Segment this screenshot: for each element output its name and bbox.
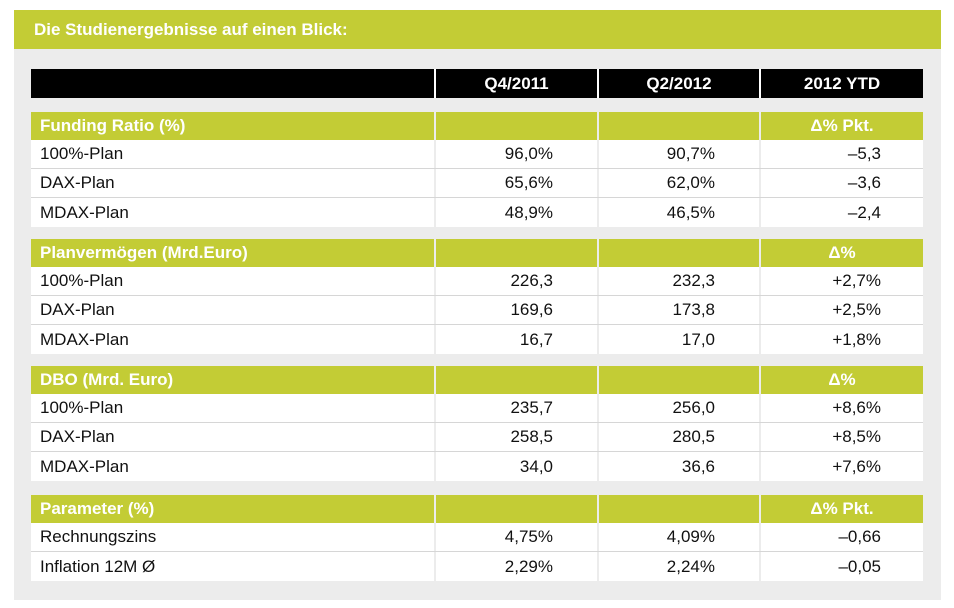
section-label: DBO (Mrd. Euro)	[40, 370, 174, 389]
row-label: 100%-Plan	[40, 398, 124, 417]
cell-q4-2011: 48,9%	[434, 198, 597, 227]
table-row: DAX-Plan 65,6% 62,0% –3,6	[31, 169, 923, 198]
section-header-parameter: Parameter (%) Δ% Pkt.	[31, 495, 923, 523]
section-header-planvermoegen: Planvermögen (Mrd.Euro) Δ%	[31, 239, 923, 267]
cell-ytd: +1,8%	[759, 325, 923, 354]
cell-q4-2011: 16,7	[434, 325, 597, 354]
table-row: MDAX-Plan 34,0 36,6 +7,6%	[31, 452, 923, 481]
cell-ytd: –3,6	[759, 169, 923, 197]
column-header-label	[31, 69, 434, 98]
cell-q2-2012: 280,5	[597, 423, 759, 451]
cell-q2-2012: 62,0%	[597, 169, 759, 197]
cell-q4-2011: 65,6%	[434, 169, 597, 197]
cell-ytd: +8,6%	[759, 394, 923, 422]
cell-q4-2011: 235,7	[434, 394, 597, 422]
section-header-dbo: DBO (Mrd. Euro) Δ%	[31, 366, 923, 394]
cell-q2-2012: 46,5%	[597, 198, 759, 227]
section-delta-label: Δ% Pkt.	[759, 495, 923, 523]
column-header-q4-2011: Q4/2011	[434, 69, 597, 98]
section-label: Parameter (%)	[40, 499, 155, 518]
table-row: Rechnungszins 4,75% 4,09% –0,66	[31, 523, 923, 552]
row-label: MDAX-Plan	[40, 456, 129, 476]
cell-ytd: +2,5%	[759, 296, 923, 324]
table-row: 100%-Plan 96,0% 90,7% –5,3	[31, 140, 923, 169]
table-row: MDAX-Plan 16,7 17,0 +1,8%	[31, 325, 923, 354]
cell-q2-2012: 173,8	[597, 296, 759, 324]
row-label: MDAX-Plan	[40, 329, 129, 349]
row-label: DAX-Plan	[40, 427, 115, 446]
column-header-2012-ytd: 2012 YTD	[759, 69, 923, 98]
column-header-q2-2012: Q2/2012	[597, 69, 759, 98]
row-label: 100%-Plan	[40, 271, 124, 290]
cell-ytd: –0,66	[759, 523, 923, 551]
row-label: DAX-Plan	[40, 300, 115, 319]
cell-ytd: –5,3	[759, 140, 923, 168]
section-label: Planvermögen (Mrd.Euro)	[40, 243, 248, 262]
table-row: DAX-Plan 169,6 173,8 +2,5%	[31, 296, 923, 325]
table-row: Inflation 12M Ø 2,29% 2,24% –0,05	[31, 552, 923, 581]
column-header-row: Q4/2011 Q2/2012 2012 YTD	[31, 69, 923, 98]
row-label: Rechnungszins	[40, 527, 157, 546]
row-label: Inflation 12M Ø	[40, 556, 156, 576]
cell-ytd: –2,4	[759, 198, 923, 227]
page-title: Die Studienergebnisse auf einen Blick:	[34, 20, 348, 39]
cell-q2-2012: 90,7%	[597, 140, 759, 168]
cell-q2-2012: 256,0	[597, 394, 759, 422]
title-bar	[14, 10, 941, 49]
cell-q4-2011: 34,0	[434, 452, 597, 481]
cell-ytd: +7,6%	[759, 452, 923, 481]
cell-q4-2011: 258,5	[434, 423, 597, 451]
cell-q4-2011: 96,0%	[434, 140, 597, 168]
cell-q2-2012: 2,24%	[597, 552, 759, 581]
section-label: Funding Ratio (%)	[40, 116, 186, 135]
section-delta-label: Δ% Pkt.	[759, 112, 923, 140]
table-row: 100%-Plan 226,3 232,3 +2,7%	[31, 267, 923, 296]
cell-ytd: +8,5%	[759, 423, 923, 451]
table-row: 100%-Plan 235,7 256,0 +8,6%	[31, 394, 923, 423]
cell-q4-2011: 4,75%	[434, 523, 597, 551]
cell-q4-2011: 226,3	[434, 267, 597, 295]
cell-q2-2012: 232,3	[597, 267, 759, 295]
table-row: MDAX-Plan 48,9% 46,5% –2,4	[31, 198, 923, 227]
section-delta-label: Δ%	[759, 239, 923, 267]
cell-q4-2011: 169,6	[434, 296, 597, 324]
cell-q2-2012: 17,0	[597, 325, 759, 354]
cell-ytd: +2,7%	[759, 267, 923, 295]
row-label: DAX-Plan	[40, 173, 115, 192]
row-label: MDAX-Plan	[40, 202, 129, 222]
section-delta-label: Δ%	[759, 366, 923, 394]
row-label: 100%-Plan	[40, 144, 124, 163]
table-row: DAX-Plan 258,5 280,5 +8,5%	[31, 423, 923, 452]
cell-ytd: –0,05	[759, 552, 923, 581]
cell-q2-2012: 4,09%	[597, 523, 759, 551]
section-header-funding-ratio: Funding Ratio (%) Δ% Pkt.	[31, 112, 923, 140]
cell-q4-2011: 2,29%	[434, 552, 597, 581]
cell-q2-2012: 36,6	[597, 452, 759, 481]
